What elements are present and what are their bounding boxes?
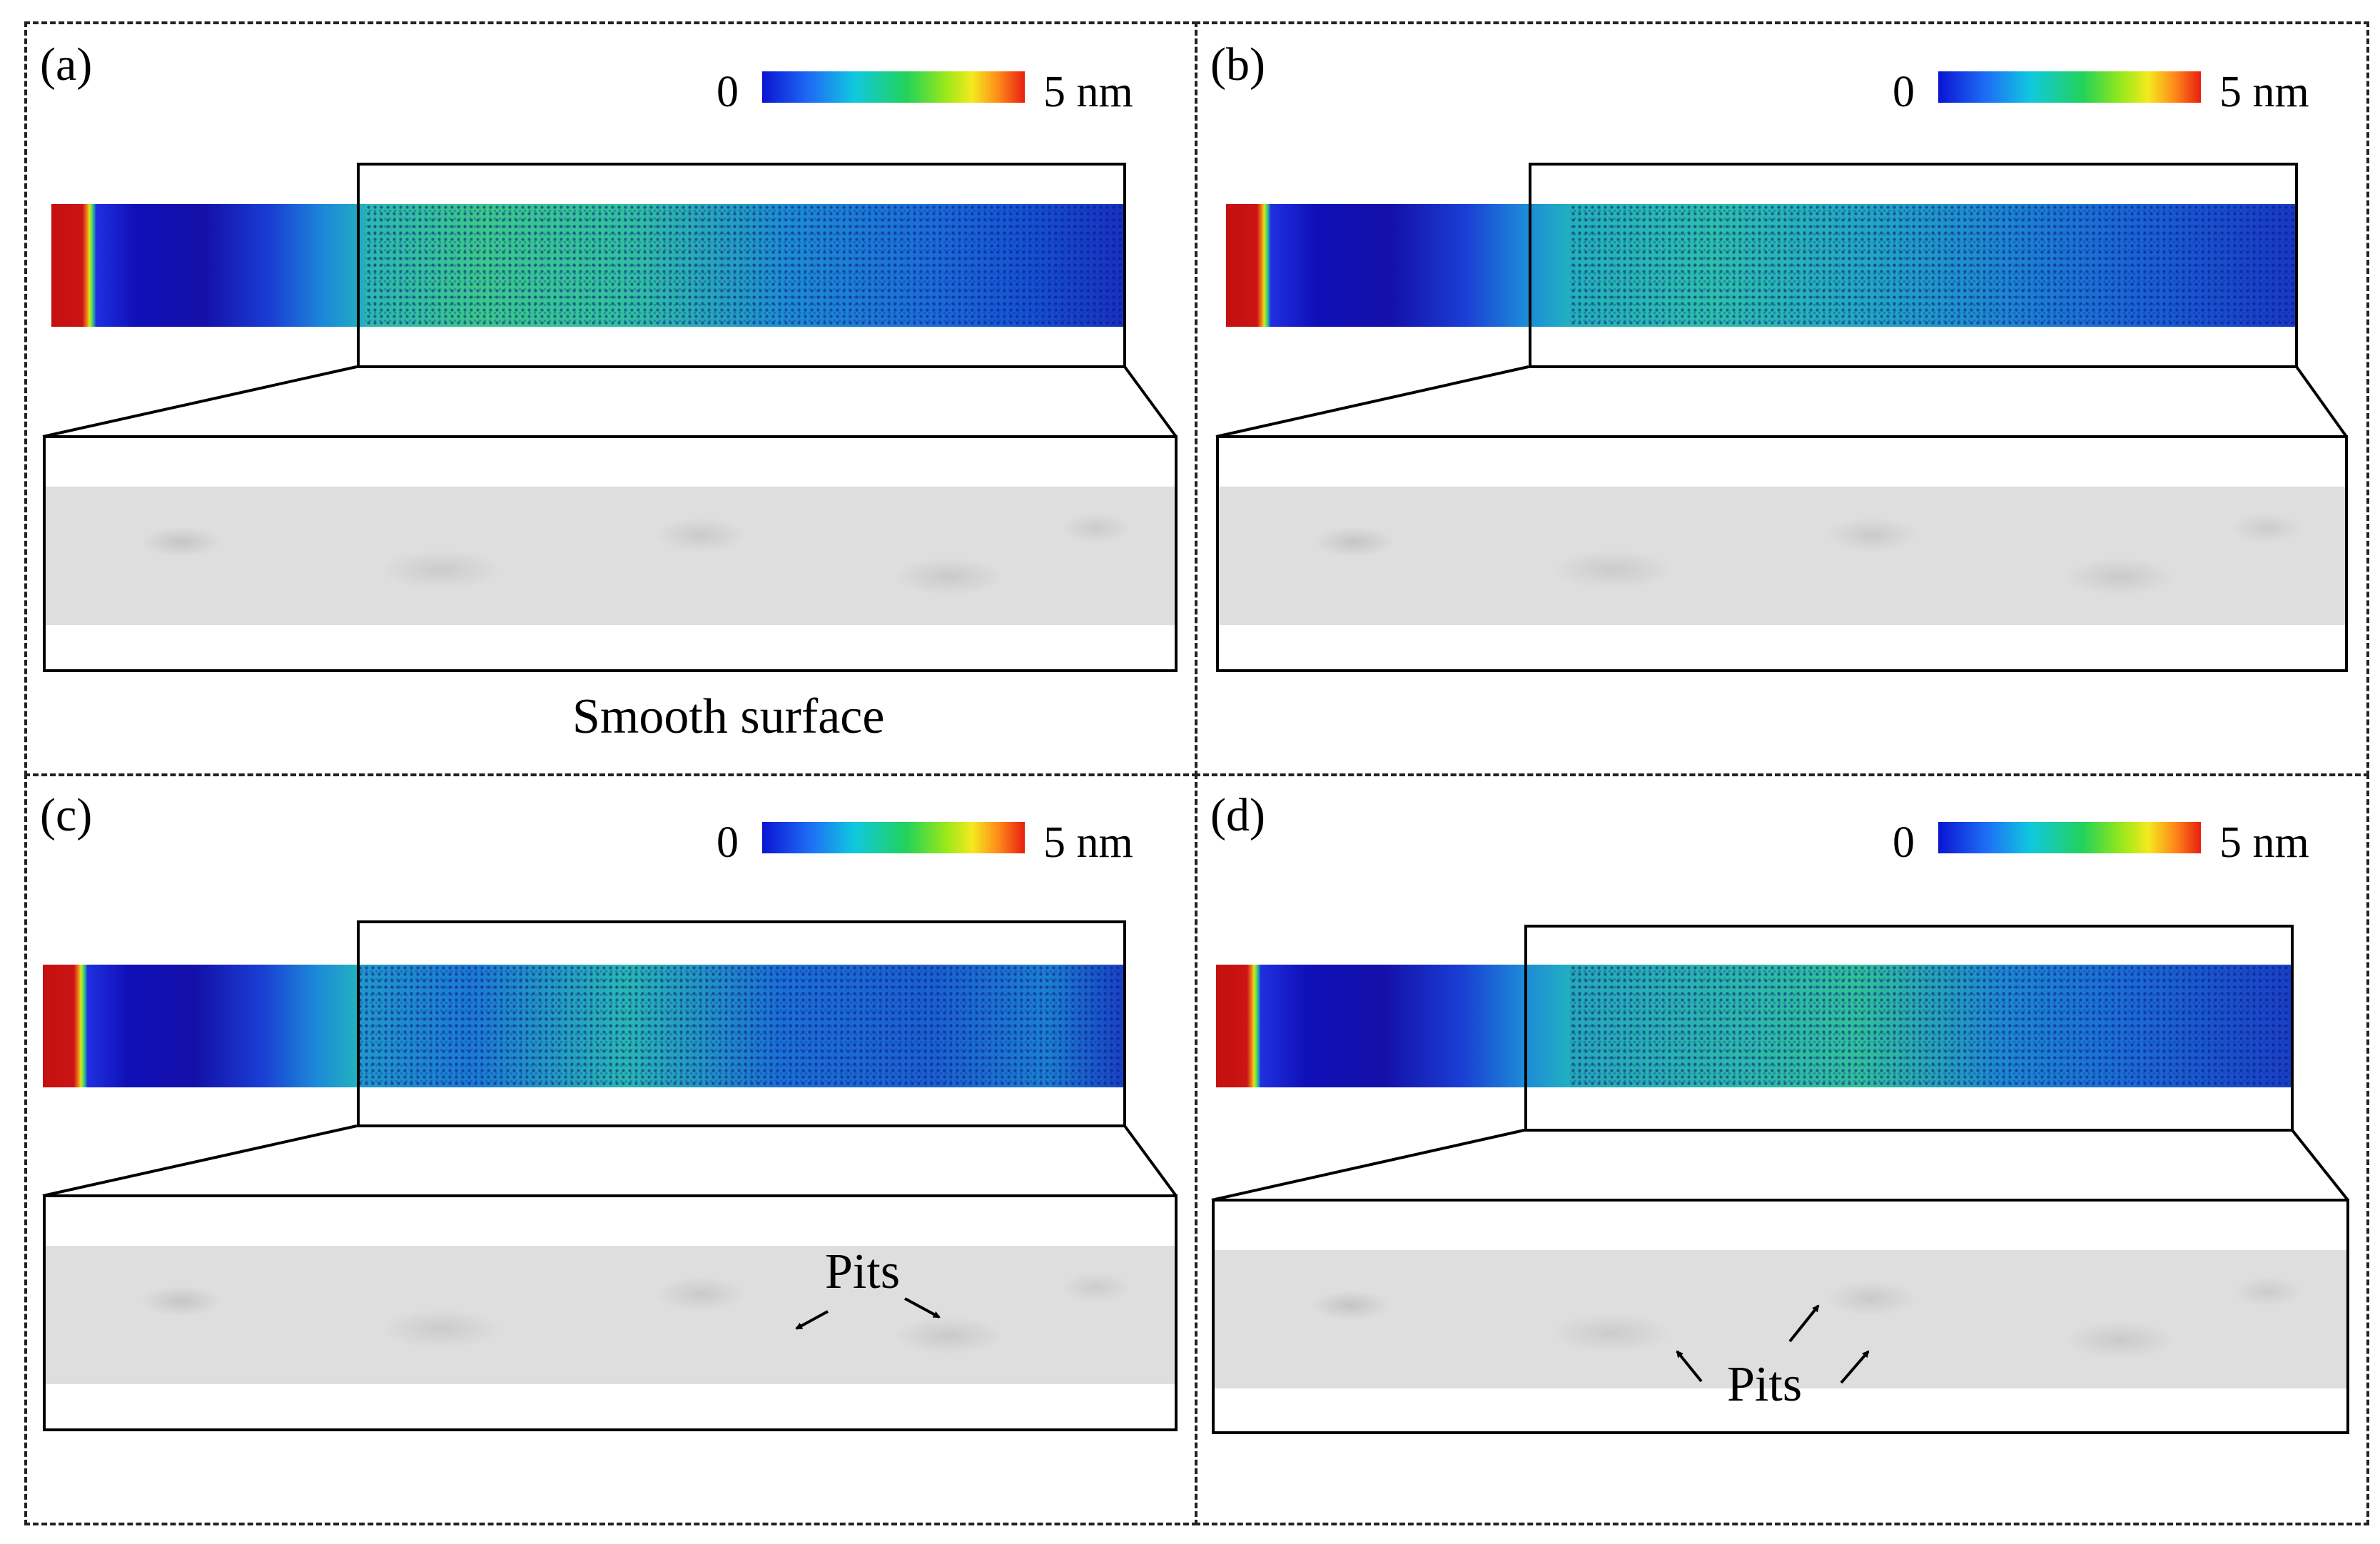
strip-a-gradient <box>96 204 365 327</box>
strip-b-hot-end <box>1226 204 1270 327</box>
colorbar-d-min: 0 <box>1893 818 1915 867</box>
colorbar-c-max: 5 nm <box>1043 818 1133 867</box>
strip-d-gradient <box>1260 965 1570 1087</box>
strip-c-hot-end <box>43 965 87 1087</box>
zoom-box-a <box>357 163 1126 368</box>
colorbar-d-max: 5 nm <box>2219 818 2309 867</box>
panel-d <box>1195 773 2369 1525</box>
strip-c-body <box>357 965 1125 1087</box>
colorbar-b-max: 5 nm <box>2219 68 2309 116</box>
panel-b-label: (b) <box>1210 39 1265 91</box>
strip-d <box>1216 965 2292 1087</box>
surface-detail-c <box>43 1194 1178 1431</box>
panel-d-label: (d) <box>1210 789 1265 841</box>
colorbar-b <box>1938 71 2201 103</box>
strip-a <box>51 204 1125 327</box>
pit-arrow-c-2 <box>904 1297 941 1319</box>
zoom-box-b <box>1529 163 2298 368</box>
colorbar-c-min: 0 <box>716 818 739 867</box>
panel-a-label: (a) <box>40 39 93 91</box>
colorbar-c <box>762 822 1025 853</box>
colorbar-d <box>1938 822 2201 853</box>
strip-c-gradient <box>87 965 357 1087</box>
pit-arrow-c-1 <box>795 1310 829 1330</box>
strip-a-body <box>365 204 1125 327</box>
strip-d-body <box>1570 965 2292 1087</box>
pit-arrow-d-3 <box>1840 1350 1870 1384</box>
surface-detail-a <box>43 435 1178 672</box>
colorbar-b-min: 0 <box>1893 68 1915 116</box>
pits-label-d: Pits <box>1727 1357 1803 1412</box>
zoom-box-c <box>357 920 1126 1127</box>
pits-label-c: Pits <box>825 1244 901 1299</box>
panel-c-label: (c) <box>40 789 93 841</box>
strip-b-gradient <box>1270 204 1570 327</box>
surface-detail-d <box>1212 1199 2349 1434</box>
colorbar-a-min: 0 <box>716 68 739 116</box>
pit-arrow-d-1 <box>1676 1350 1703 1383</box>
strip-a-hot-end <box>51 204 96 327</box>
strip-d-hot-end <box>1216 965 1260 1087</box>
pit-arrow-d-2 <box>1788 1304 1820 1343</box>
colorbar-a-max: 5 nm <box>1043 68 1133 116</box>
strip-c <box>43 965 1125 1087</box>
strip-b-body <box>1570 204 2297 327</box>
strip-b <box>1226 204 2297 327</box>
surface-detail-b <box>1216 435 2348 672</box>
zoom-box-d <box>1524 925 2294 1132</box>
colorbar-a <box>762 71 1025 103</box>
caption-smooth-surface: Smooth surface <box>572 689 885 744</box>
